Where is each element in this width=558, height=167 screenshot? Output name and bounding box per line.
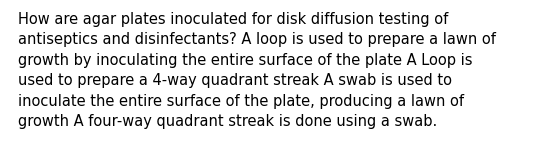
Text: How are agar plates inoculated for disk diffusion testing of
antiseptics and dis: How are agar plates inoculated for disk … [18,12,496,129]
